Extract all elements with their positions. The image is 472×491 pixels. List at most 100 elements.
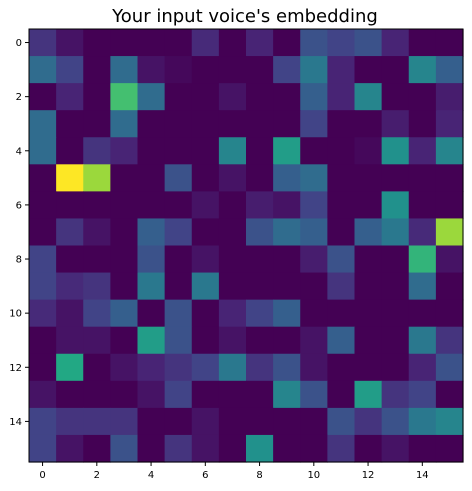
x-tick-label: 2 <box>94 470 100 481</box>
heatmap-cell <box>300 29 328 57</box>
heatmap-cell <box>56 218 84 247</box>
heatmap-cell <box>56 272 84 301</box>
heatmap-cell <box>137 326 166 355</box>
heatmap-cell <box>218 218 247 247</box>
heatmap-cell <box>435 137 464 165</box>
heatmap-cell <box>137 164 166 192</box>
heatmap-cell <box>435 191 464 220</box>
heatmap-cell <box>110 137 139 165</box>
heatmap-cell <box>191 137 220 165</box>
heatmap-cell <box>300 380 328 409</box>
heatmap-cell <box>381 272 410 301</box>
chart-title: Your input voice's embedding <box>111 6 378 27</box>
heatmap-cell <box>408 299 437 328</box>
heatmap-cell <box>191 272 220 301</box>
heatmap-cell <box>246 407 274 436</box>
heatmap-cell <box>435 29 464 57</box>
heatmap-cell <box>110 83 139 111</box>
heatmap-cell <box>381 353 410 382</box>
heatmap-cell <box>435 380 464 409</box>
heatmap-cell <box>191 353 220 382</box>
heatmap-cell <box>218 272 247 301</box>
heatmap-cell <box>273 299 301 328</box>
heatmap-cell <box>354 29 383 57</box>
heatmap-cell <box>408 164 437 192</box>
heatmap-cell <box>29 299 57 328</box>
heatmap-cell <box>327 434 356 463</box>
heatmap-cell <box>381 137 410 165</box>
heatmap-cell <box>354 83 383 111</box>
heatmap-cell <box>164 326 193 355</box>
x-tick-label: 0 <box>39 470 45 481</box>
x-tick-label: 4 <box>148 470 154 481</box>
heatmap-cell <box>110 353 139 382</box>
heatmap-cell <box>300 56 328 84</box>
heatmap-cell <box>246 191 274 220</box>
heatmap-cell <box>354 272 383 301</box>
heatmap-cell <box>110 29 139 57</box>
y-axis-ticks: 0 2 4 6 8 10 12 14 <box>9 38 29 428</box>
heatmap-cell <box>246 29 274 57</box>
y-tick-label: 0 <box>16 38 22 49</box>
heatmap-cell <box>435 218 464 247</box>
heatmap-cell <box>218 83 247 111</box>
heatmap-cell <box>83 218 111 247</box>
heatmap-cell <box>137 407 166 436</box>
heatmap-cell <box>164 191 193 220</box>
heatmap-cell <box>191 245 220 274</box>
heatmap-cell <box>381 407 410 436</box>
heatmap-cell <box>408 83 437 111</box>
heatmap-cell <box>246 245 274 274</box>
heatmap-cell <box>110 299 139 328</box>
heatmap-cell <box>164 380 193 409</box>
heatmap-cell <box>110 218 139 247</box>
heatmap-cell <box>56 380 84 409</box>
heatmap-cell <box>327 29 356 57</box>
heatmap-cell <box>435 83 464 111</box>
heatmap-cell <box>137 245 166 274</box>
heatmap-cell <box>29 326 57 355</box>
heatmap-cell <box>56 29 84 57</box>
heatmap-cell <box>381 83 410 111</box>
heatmap-cell <box>218 380 247 409</box>
heatmap-cell <box>300 110 328 138</box>
heatmap-cell <box>137 272 166 301</box>
heatmap-cell <box>164 29 193 57</box>
heatmap-cell <box>381 218 410 247</box>
heatmap-cell <box>408 137 437 165</box>
heatmap-cell <box>246 434 274 463</box>
heatmap-cell <box>408 380 437 409</box>
heatmap-cell <box>327 218 356 247</box>
heatmap-cell <box>354 407 383 436</box>
heatmap-cell <box>435 326 464 355</box>
heatmap-cell <box>56 56 84 84</box>
heatmap-cell <box>273 434 301 463</box>
heatmap-cell <box>246 380 274 409</box>
heatmap-cell <box>29 218 57 247</box>
heatmap-cell <box>191 29 220 57</box>
heatmap-cell <box>191 434 220 463</box>
heatmap-cell <box>381 110 410 138</box>
heatmap-cell <box>273 407 301 436</box>
heatmap-cell <box>164 137 193 165</box>
heatmap-cell <box>300 137 328 165</box>
heatmap-cell <box>83 29 111 57</box>
heatmap-cell <box>110 191 139 220</box>
heatmap-cell <box>218 434 247 463</box>
heatmap-cell <box>110 272 139 301</box>
heatmap-cells <box>29 29 464 463</box>
heatmap-cell <box>354 56 383 84</box>
heatmap-cell <box>83 380 111 409</box>
heatmap-cell <box>300 353 328 382</box>
heatmap-cell <box>164 434 193 463</box>
heatmap-cell <box>164 272 193 301</box>
heatmap-cell <box>300 164 328 192</box>
heatmap-cell <box>246 164 274 192</box>
heatmap-cell <box>56 191 84 220</box>
heatmap-cell <box>435 299 464 328</box>
heatmap-cell <box>354 353 383 382</box>
heatmap-cell <box>29 110 57 138</box>
heatmap-cell <box>83 407 111 436</box>
heatmap-cell <box>273 83 301 111</box>
